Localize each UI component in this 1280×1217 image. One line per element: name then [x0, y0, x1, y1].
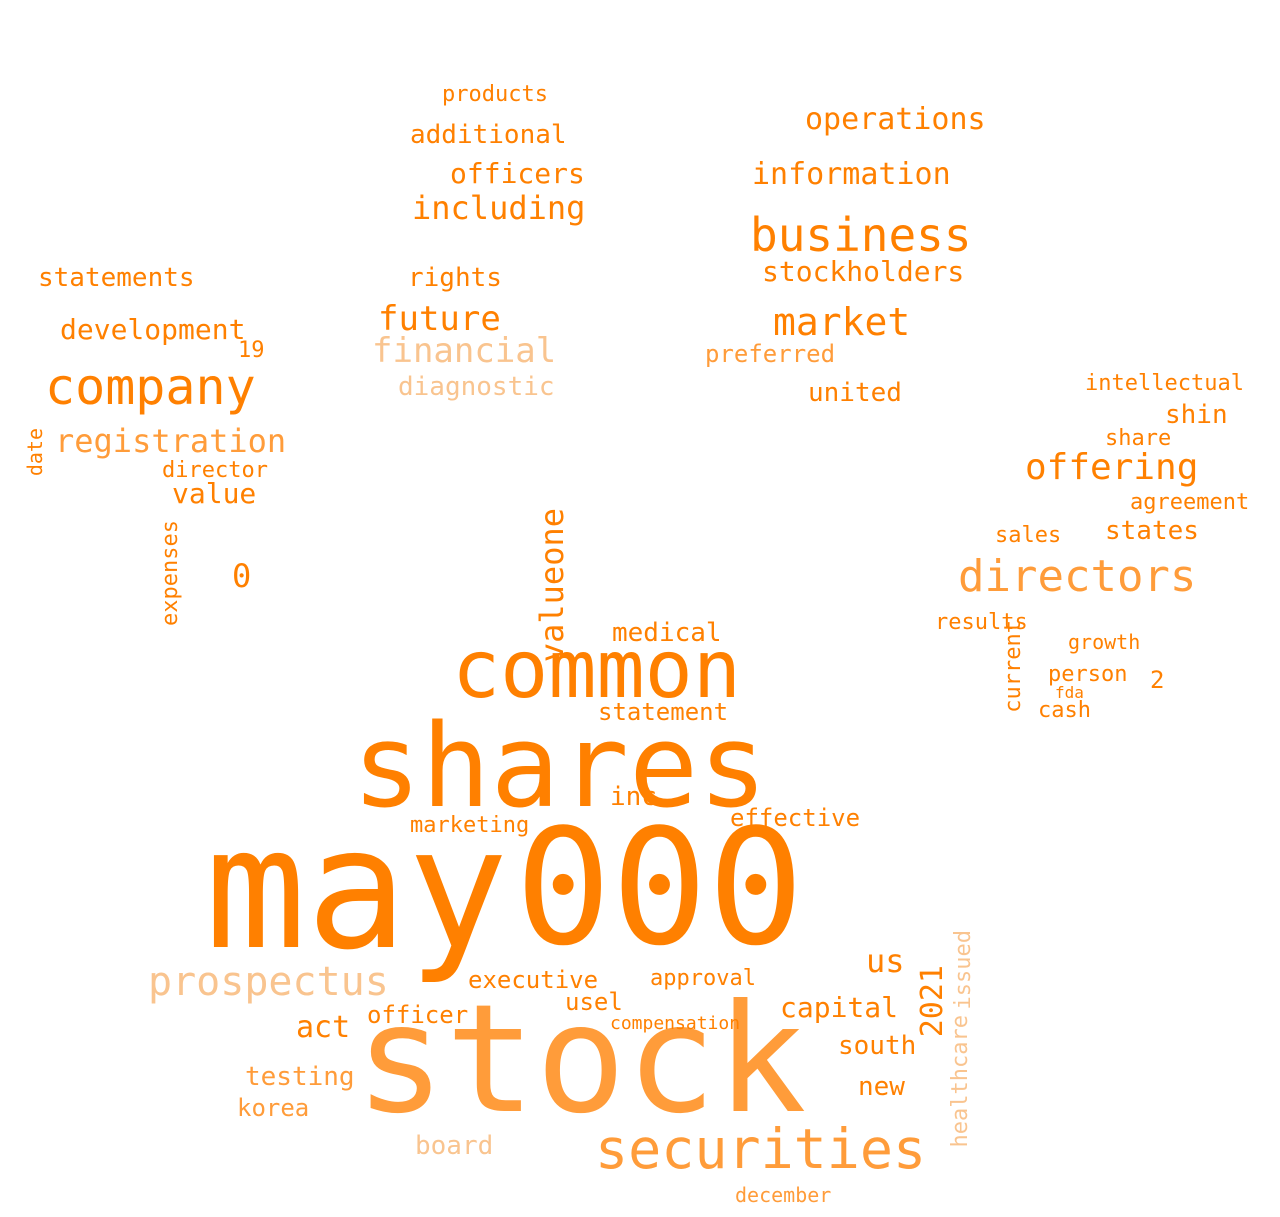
word: results [935, 610, 1028, 635]
word: financial [372, 331, 557, 371]
word: rights [408, 263, 502, 293]
word: operations [805, 102, 986, 137]
word: future [378, 299, 501, 339]
word: products [442, 82, 548, 107]
word: act [296, 1010, 351, 1045]
word: including [412, 189, 586, 227]
word: directors [958, 551, 1197, 602]
word: agreement [1130, 490, 1250, 515]
word: business [750, 208, 972, 262]
word: market [773, 300, 911, 344]
word: statement [598, 698, 729, 726]
word: united [808, 378, 902, 408]
word: diagnostic [398, 372, 555, 402]
word: usel [565, 988, 623, 1016]
word: states [1105, 516, 1199, 546]
word: 000 [515, 794, 804, 981]
word: 19 [238, 338, 265, 363]
word: capital [780, 991, 899, 1024]
word: officers [450, 157, 585, 190]
word: 2 [1150, 666, 1165, 694]
word: valueone [533, 508, 571, 663]
word: 0 [232, 557, 252, 595]
word: prospectus [148, 959, 389, 1005]
word: share [1105, 426, 1172, 451]
word: statements [38, 263, 195, 293]
word: may [205, 791, 509, 987]
word: inc [610, 782, 657, 812]
word: issued [951, 930, 976, 1010]
word: securities [595, 1117, 927, 1181]
word: preferred [705, 340, 836, 368]
word: korea [237, 1094, 310, 1122]
word: cash [1038, 698, 1091, 723]
word: executive [468, 966, 599, 994]
word: stock [355, 973, 807, 1147]
word: new [858, 1072, 905, 1102]
word: development [60, 313, 246, 346]
word: fda [1055, 683, 1084, 702]
word: healthcare [948, 1015, 973, 1148]
word: person [1048, 662, 1128, 687]
word: testing [245, 1062, 355, 1092]
word: stockholders [762, 255, 965, 288]
word: shin [1165, 400, 1228, 430]
word: director [162, 458, 268, 483]
word: additional [410, 120, 567, 150]
word: offering [1025, 447, 1199, 488]
word: information [752, 157, 951, 192]
word: board [415, 1131, 494, 1161]
word: intellectual [1085, 371, 1244, 396]
word: 2021 [915, 965, 950, 1038]
word: officer [367, 1001, 469, 1029]
word: company [45, 358, 256, 416]
word: registration [55, 422, 287, 460]
word: compensation [610, 1013, 741, 1034]
word: sales [995, 523, 1062, 548]
word: south [838, 1031, 917, 1061]
word: us [866, 942, 905, 980]
word: marketing [410, 813, 530, 838]
word: date [23, 428, 47, 477]
word: value [172, 477, 257, 510]
word: current [1001, 620, 1026, 713]
word: common [452, 623, 741, 716]
word: growth [1068, 630, 1141, 654]
word: december [735, 1183, 832, 1207]
word: approval [650, 966, 756, 991]
word: medical [612, 618, 722, 648]
word: shares [352, 700, 768, 834]
word: effective [730, 804, 861, 832]
word: expenses [158, 520, 183, 626]
